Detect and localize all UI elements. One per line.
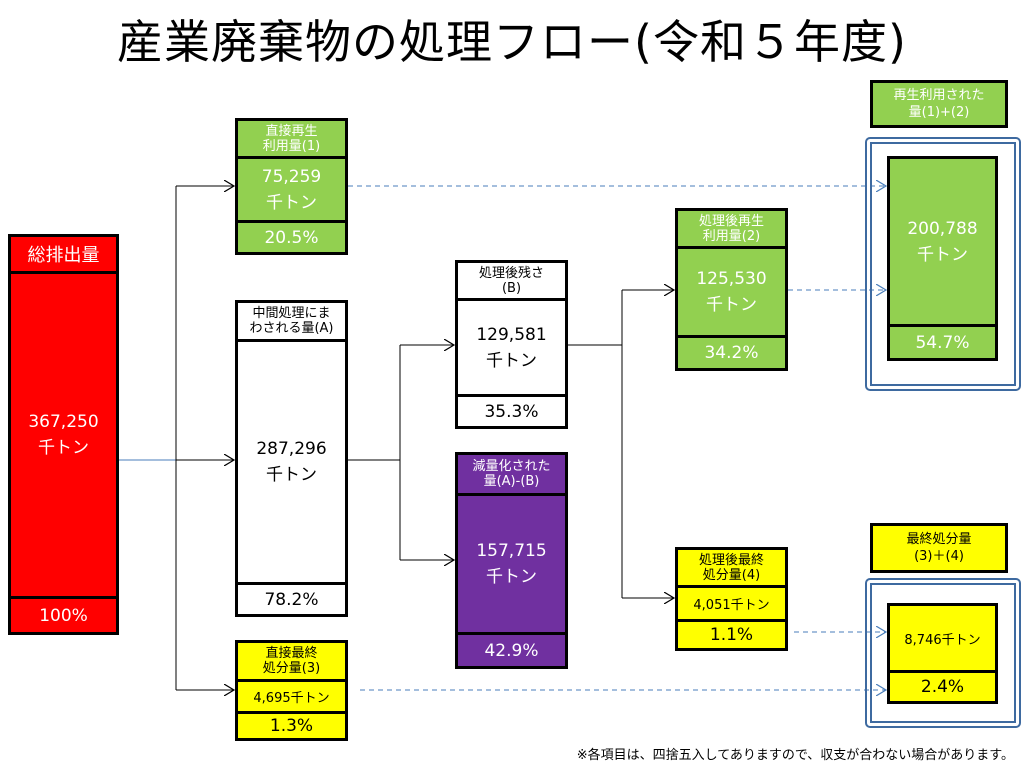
post-recycle-box: 処理後再生 利用量(2) 125,530 千トン 34.2% xyxy=(675,208,788,371)
post-final-box: 処理後最終 処分量(4) 4,051千トン 1.1% xyxy=(675,547,788,651)
recycled-total-percent: 54.7% xyxy=(890,324,995,358)
l2: (3)＋(4) xyxy=(914,549,964,564)
total-emission-box: 総排出量 367,250 千トン 100% xyxy=(8,234,119,635)
h1: 処理後最終 xyxy=(698,552,764,568)
total-header: 総排出量 xyxy=(11,237,116,271)
intermediate-box: 中間処理にま わされる量(A) 287,296 千トン 78.2% xyxy=(235,300,348,617)
recycled-total-frame xyxy=(865,137,1021,391)
value: 75,259 xyxy=(261,166,322,187)
reduced-box: 減量化された 量(A)-(B) 157,715 千トン 42.9% xyxy=(455,452,568,669)
intermediate-header: 中間処理にま わされる量(A) xyxy=(238,303,345,339)
direct-recycle-header: 直接再生 利用量(1) xyxy=(238,121,345,156)
total-percent: 100% xyxy=(11,596,116,632)
unit: 千トン xyxy=(486,567,537,587)
direct-final-box: 直接最終 処分量(3) 4,695千トン 1.3% xyxy=(235,640,348,741)
final-total-value: 8,746千トン xyxy=(890,606,995,670)
h1: 処理後残さ xyxy=(478,265,544,281)
post-final-percent: 1.1% xyxy=(678,619,785,648)
post-recycle-percent: 34.2% xyxy=(678,335,785,368)
residue-header: 処理後残さ (B) xyxy=(458,263,565,298)
post-recycle-value: 125,530 千トン xyxy=(678,246,785,335)
value: 200,788 xyxy=(907,218,978,239)
h2: (B) xyxy=(501,280,522,296)
intermediate-value: 287,296 千トン xyxy=(238,339,345,582)
unit: 千トン xyxy=(38,438,89,458)
final-total-frame xyxy=(865,578,1021,728)
value: 129,581 xyxy=(476,324,547,345)
unit: 千トン xyxy=(266,192,317,213)
l1: 再生利用された xyxy=(893,88,985,103)
direct-final-value: 4,695千トン xyxy=(238,679,345,711)
final-total-box: 8,746千トン 2.4% xyxy=(887,603,998,704)
direct-recycle-value: 75,259 千トン xyxy=(238,156,345,220)
recycled-total-label: 再生利用された 量(1)+(2) xyxy=(870,80,1008,128)
footnote: ※各項目は、四捨五入してありますので、収支が合わない場合があります。 xyxy=(576,748,1014,763)
value: 367,250 xyxy=(28,412,99,432)
final-total-label: 最終処分量 (3)＋(4) xyxy=(870,523,1008,573)
h1: 中間処理にま xyxy=(252,306,331,321)
l1: 最終処分量 xyxy=(906,532,972,547)
value: 125,530 xyxy=(696,269,767,289)
final-total-percent: 2.4% xyxy=(890,670,995,701)
post-final-value: 4,051千トン xyxy=(678,585,785,619)
intermediate-percent: 78.2% xyxy=(238,582,345,614)
reduced-header: 減量化された 量(A)-(B) xyxy=(458,455,565,493)
h2: 利用量(2) xyxy=(702,228,761,244)
value: 287,296 xyxy=(256,439,327,459)
total-value: 367,250 千トン xyxy=(11,271,116,596)
unit: 千トン xyxy=(917,244,968,265)
h2: 利用量(1) xyxy=(262,138,321,154)
reduced-percent: 42.9% xyxy=(458,632,565,666)
h1: 減量化された xyxy=(472,459,551,474)
page-title: 産業廃棄物の処理フロー(令和５年度) xyxy=(117,15,907,69)
direct-final-percent: 1.3% xyxy=(238,711,345,738)
reduced-value: 157,715 千トン xyxy=(458,493,565,632)
direct-final-header: 直接最終 処分量(3) xyxy=(238,643,345,679)
h1: 直接最終 xyxy=(265,646,318,661)
h2: 処分量(4) xyxy=(702,567,761,583)
unit: 千トン xyxy=(486,350,537,371)
h2: 処分量(3) xyxy=(262,661,321,676)
residue-value: 129,581 千トン xyxy=(458,298,565,394)
unit: 千トン xyxy=(706,295,757,315)
h2: わされる量(A) xyxy=(249,321,334,336)
l2: 量(1)+(2) xyxy=(908,105,970,120)
unit: 千トン xyxy=(266,465,317,485)
h2: 量(A)-(B) xyxy=(483,474,540,489)
direct-recycle-box: 直接再生 利用量(1) 75,259 千トン 20.5% xyxy=(235,118,348,255)
recycled-total-value: 200,788 千トン xyxy=(890,159,995,324)
h1: 処理後再生 xyxy=(698,213,764,229)
post-recycle-header: 処理後再生 利用量(2) xyxy=(678,211,785,246)
value: 157,715 xyxy=(476,541,547,561)
recycled-total-box: 200,788 千トン 54.7% xyxy=(887,156,998,361)
direct-recycle-percent: 20.5% xyxy=(238,220,345,252)
residue-box: 処理後残さ (B) 129,581 千トン 35.3% xyxy=(455,260,568,429)
residue-percent: 35.3% xyxy=(458,394,565,426)
h1: 直接再生 xyxy=(265,123,318,139)
post-final-header: 処理後最終 処分量(4) xyxy=(678,550,785,585)
